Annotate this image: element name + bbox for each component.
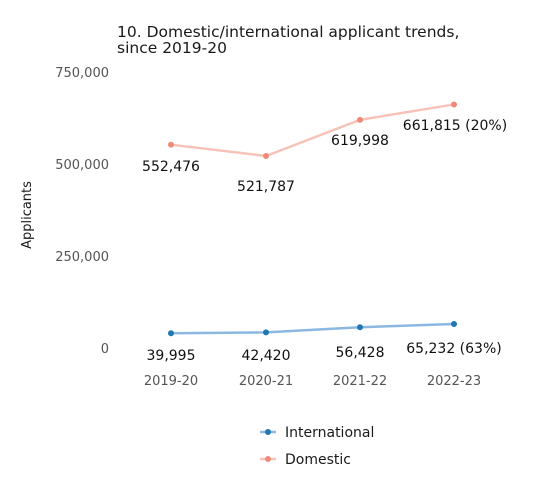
data-point-international [168,330,174,337]
chart-title-line-1: 10. Domestic/international applicant tre… [117,23,459,41]
data-point-international [263,329,269,336]
y-tick-label: 750,000 [55,66,109,81]
data-label-international: 39,995 [147,348,196,364]
data-point-international [451,320,457,327]
data-label-international: 65,232 (63%) [406,341,501,357]
series-group [168,101,457,337]
legend-marker [265,456,271,462]
data-label-international: 42,420 [242,348,291,364]
data-point-domestic [357,116,363,123]
legend: International Domestic [260,425,374,468]
data-label-domestic: 552,476 [142,159,200,175]
chart-title-line-2: since 2019-20 [117,39,227,57]
data-label-domestic: 619,998 [331,133,389,149]
legend-label: International [285,425,374,441]
data-point-domestic [451,101,457,108]
data-label-domestic: 661,815 (20%) [403,118,507,134]
x-axis-ticks: 2019-20 2020-21 2021-22 2022-23 [144,374,481,389]
y-axis-label: Applicants [20,181,35,249]
x-tick-label: 2020-21 [239,374,293,389]
legend-label: Domestic [285,452,351,468]
series-line-domestic [170,103,455,158]
data-label-domestic: 521,787 [237,179,295,195]
x-tick-label: 2019-20 [144,374,198,389]
y-tick-label: 0 [101,342,109,357]
legend-item-international: International [260,425,374,441]
data-point-international [357,324,363,331]
series-line-international [170,322,455,335]
y-tick-label: 500,000 [55,158,109,173]
data-point-domestic [168,141,174,148]
y-tick-label: 250,000 [55,250,109,265]
legend-marker [265,429,271,435]
x-tick-label: 2021-22 [333,374,387,389]
data-labels: 39,995 42,420 56,428 65,232 (63%) 552,476 521… [142,118,507,364]
data-label-international: 56,428 [336,345,385,361]
x-tick-label: 2022-23 [427,374,481,389]
y-axis-ticks: 0 250,000 500,000 750,000 [55,66,109,357]
data-point-domestic [263,152,269,159]
legend-item-domestic: Domestic [260,452,351,468]
chart-title: 10. Domestic/international applicant tre… [117,23,459,57]
